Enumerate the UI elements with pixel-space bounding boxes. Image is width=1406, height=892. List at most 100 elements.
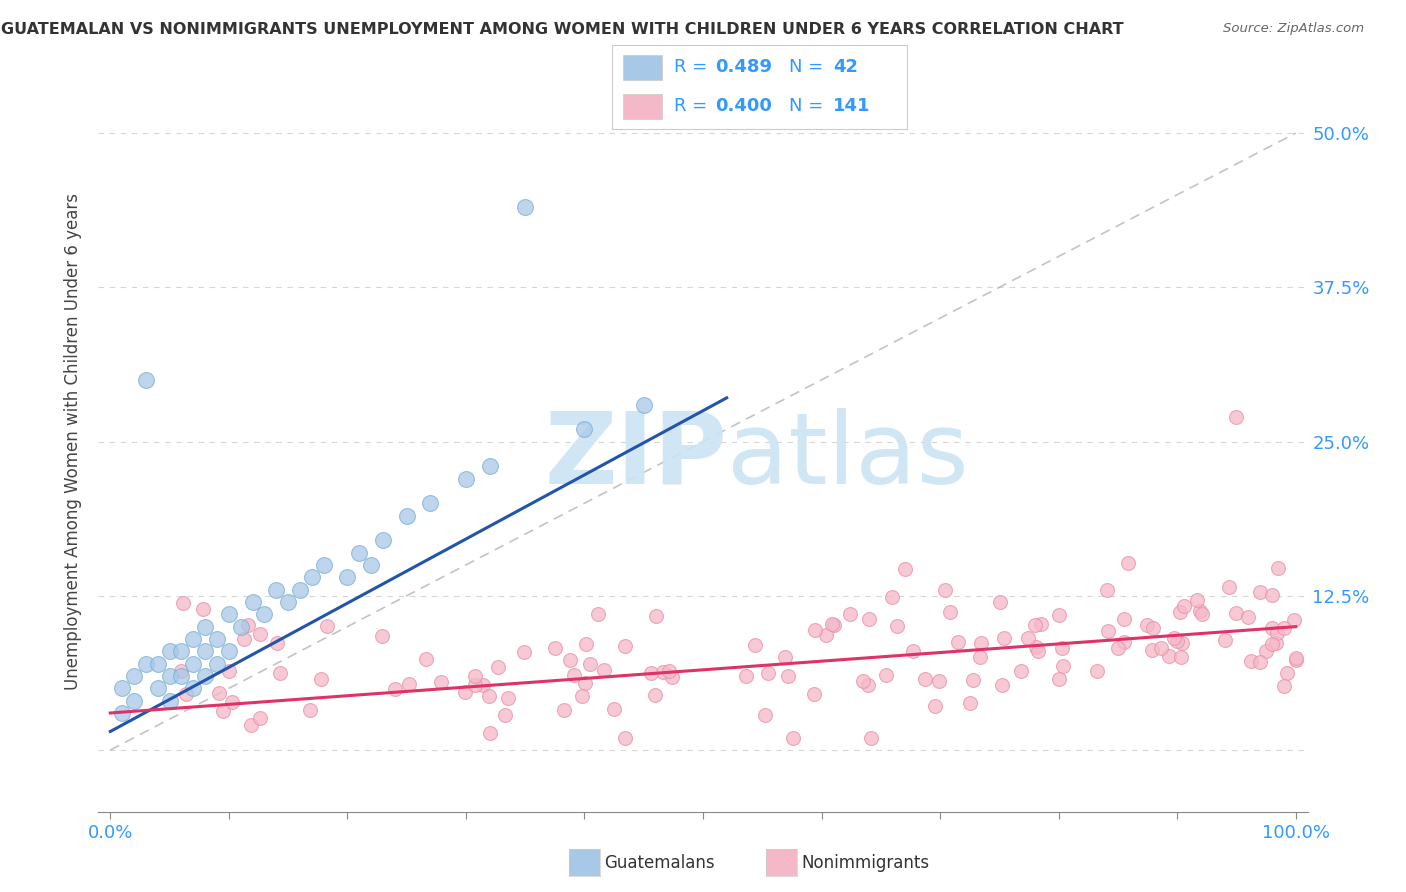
- Point: [1173, 599, 1195, 614]
- Text: N =: N =: [789, 59, 828, 77]
- Point: [1159, 649, 1181, 664]
- Point: [221, 695, 243, 709]
- Point: [988, 595, 1011, 609]
- Point: [969, 649, 991, 664]
- Point: [875, 668, 897, 682]
- Point: [454, 471, 477, 485]
- Point: [398, 677, 420, 691]
- Point: [1218, 580, 1240, 594]
- Point: [1024, 617, 1046, 632]
- Point: [266, 636, 288, 650]
- Point: [574, 675, 596, 690]
- Point: [194, 644, 217, 658]
- Y-axis label: Unemployment Among Women with Children Under 6 years: Unemployment Among Women with Children U…: [65, 193, 83, 690]
- Point: [614, 731, 637, 745]
- Point: [1026, 644, 1049, 658]
- Text: Source: ZipAtlas.com: Source: ZipAtlas.com: [1223, 22, 1364, 36]
- Point: [1261, 637, 1284, 651]
- Point: [486, 660, 509, 674]
- Point: [1215, 632, 1237, 647]
- Point: [658, 664, 681, 678]
- Point: [1136, 618, 1159, 632]
- Point: [640, 666, 662, 681]
- Point: [181, 681, 204, 696]
- Point: [194, 619, 217, 633]
- Point: [347, 546, 370, 560]
- Point: [1282, 613, 1305, 627]
- Point: [249, 711, 271, 725]
- Point: [159, 694, 181, 708]
- Point: [661, 670, 683, 684]
- Point: [1189, 604, 1212, 618]
- Point: [744, 638, 766, 652]
- Point: [205, 632, 228, 646]
- Point: [858, 612, 880, 626]
- Point: [336, 570, 359, 584]
- Point: [1272, 621, 1295, 635]
- Point: [395, 508, 418, 523]
- Point: [309, 672, 332, 686]
- FancyBboxPatch shape: [623, 94, 662, 120]
- Point: [1285, 651, 1308, 665]
- Point: [159, 669, 181, 683]
- Point: [1025, 640, 1047, 655]
- Point: [146, 657, 169, 671]
- Point: [218, 665, 240, 679]
- Point: [1171, 636, 1194, 650]
- Point: [371, 533, 394, 548]
- Point: [1150, 641, 1173, 656]
- Point: [914, 672, 936, 686]
- Point: [111, 706, 134, 720]
- Point: [754, 708, 776, 723]
- Point: [208, 686, 231, 700]
- Point: [934, 582, 956, 597]
- Point: [242, 595, 264, 609]
- Point: [384, 681, 406, 696]
- Point: [823, 618, 845, 632]
- Point: [1114, 612, 1136, 626]
- Point: [924, 699, 946, 714]
- Text: Nonimmigrants: Nonimmigrants: [801, 854, 929, 871]
- Point: [1116, 556, 1139, 570]
- Point: [181, 657, 204, 671]
- Point: [122, 669, 145, 683]
- Point: [586, 607, 609, 622]
- Point: [880, 590, 903, 604]
- Point: [1261, 621, 1284, 635]
- Point: [575, 637, 598, 651]
- Point: [614, 639, 637, 653]
- Text: GUATEMALAN VS NONIMMIGRANTS UNEMPLOYMENT AMONG WOMEN WITH CHILDREN UNDER 6 YEARS: GUATEMALAN VS NONIMMIGRANTS UNEMPLOYMENT…: [1, 22, 1123, 37]
- Point: [194, 669, 217, 683]
- Point: [852, 673, 875, 688]
- Point: [558, 652, 581, 666]
- Point: [821, 616, 844, 631]
- Point: [1047, 607, 1070, 622]
- Point: [288, 582, 311, 597]
- Point: [839, 607, 862, 622]
- Point: [1261, 588, 1284, 602]
- Point: [1272, 679, 1295, 693]
- Point: [1267, 561, 1289, 575]
- Point: [232, 632, 254, 646]
- Point: [1166, 634, 1188, 648]
- Text: R =: R =: [673, 59, 713, 77]
- Text: 42: 42: [832, 59, 858, 77]
- Point: [894, 561, 917, 575]
- Point: [562, 667, 585, 681]
- Point: [1264, 636, 1286, 650]
- Point: [471, 678, 494, 692]
- Point: [172, 596, 194, 610]
- Point: [205, 657, 228, 671]
- Point: [543, 640, 565, 655]
- Point: [1168, 605, 1191, 619]
- Text: 0.489: 0.489: [716, 59, 772, 77]
- Point: [277, 595, 299, 609]
- Point: [264, 582, 287, 597]
- Point: [645, 609, 668, 624]
- Point: [430, 675, 453, 690]
- Point: [301, 570, 323, 584]
- Point: [1050, 640, 1073, 655]
- Point: [229, 619, 252, 633]
- Point: [574, 422, 596, 436]
- Point: [644, 688, 666, 702]
